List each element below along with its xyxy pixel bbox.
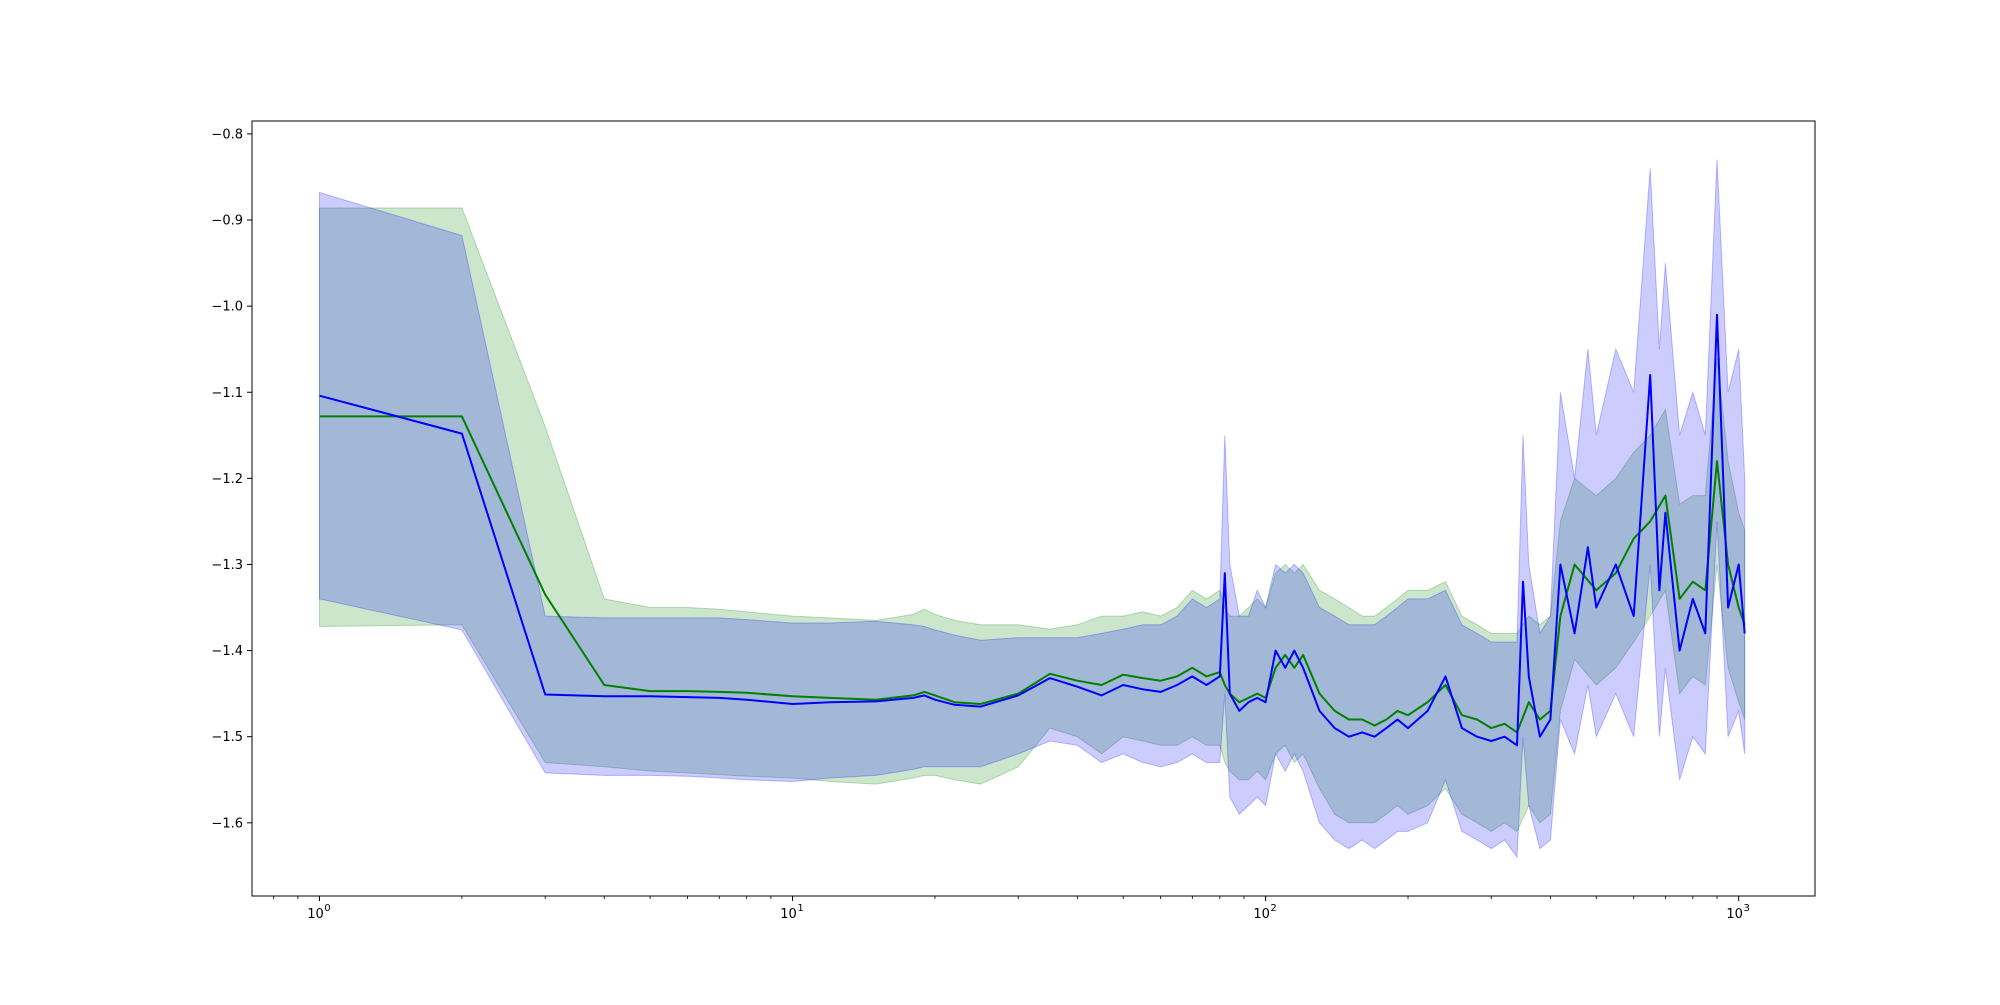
y-tick-label: −0.8: [211, 127, 243, 142]
confidence-bands: [319, 159, 1746, 859]
y-tick-label: −0.9: [211, 214, 243, 229]
x-tick-label-exponent: 3: [1743, 903, 1749, 914]
confidence-band-2: [319, 159, 1746, 859]
y-tick-label: −1.1: [211, 386, 243, 401]
x-axis: 10 0 10 1 10 2 10 3: [273, 896, 1750, 922]
x-tick-label-exponent: 1: [797, 903, 803, 914]
series-lines: [319, 313, 1746, 747]
y-tick-label: −1.6: [211, 816, 243, 831]
series-line-2: [319, 313, 1746, 747]
y-axis: −0.8 −0.9 −1.0 −1.1 −1.2 −1.3 −1.4 −1.5 −1.6: [211, 127, 252, 831]
y-tick-label: −1.4: [211, 644, 243, 659]
x-tick-label-exponent: 2: [1270, 903, 1276, 914]
y-tick-label: −1.3: [211, 558, 243, 573]
confidence-band-1: [319, 207, 1746, 833]
y-tick-label: −1.5: [211, 730, 243, 745]
plot-frame: [251, 120, 1816, 897]
y-tick-label: −1.0: [211, 300, 243, 315]
series-line-1: [319, 415, 1746, 734]
x-tick-label: 10: [1253, 907, 1270, 922]
x-tick-label: 10: [780, 907, 797, 922]
y-tick-label: −1.2: [211, 472, 243, 487]
x-tick-label-exponent: 0: [324, 903, 330, 914]
x-tick-label: 10: [1726, 907, 1743, 922]
x-tick-label: 10: [307, 907, 324, 922]
